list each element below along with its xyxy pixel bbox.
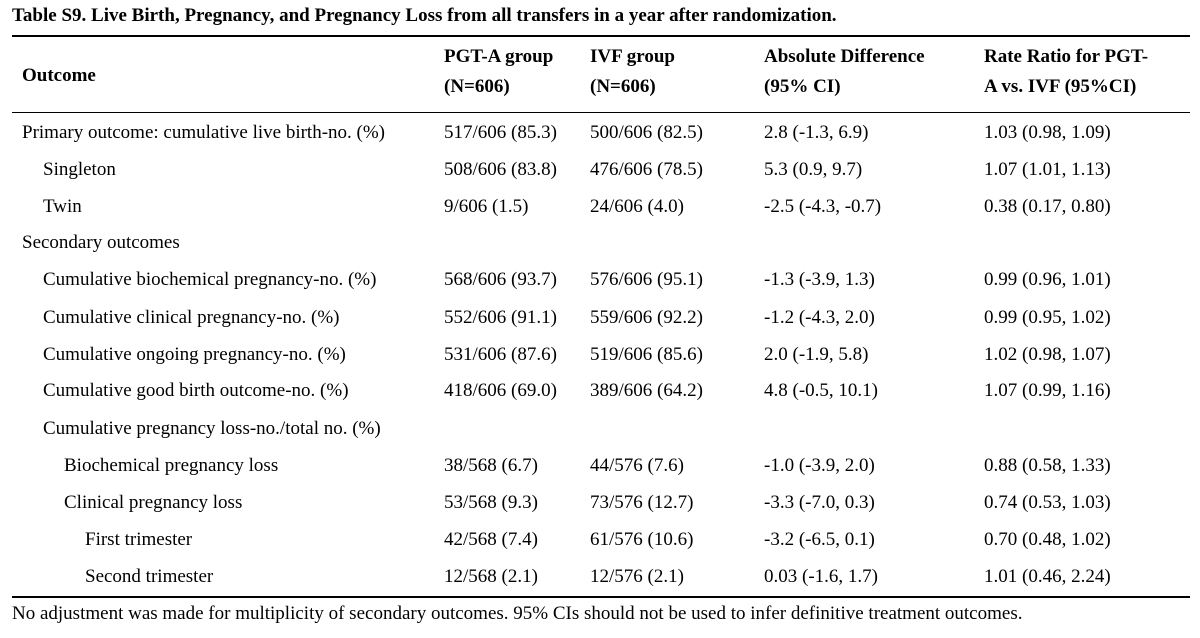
- cell-ivf: 24/606 (4.0): [590, 196, 684, 217]
- cell-ivf: 389/606 (64.2): [590, 380, 703, 401]
- table-row-section-header: Secondary outcomes: [0, 232, 1200, 268]
- cell-pgta: 517/606 (85.3): [444, 122, 557, 143]
- row-label: Cumulative ongoing pregnancy-no. (%): [43, 344, 346, 365]
- cell-ivf: 44/576 (7.6): [590, 455, 684, 476]
- row-label: Twin: [43, 196, 82, 217]
- cell-rate-ratio: 1.02 (0.98, 1.07): [984, 344, 1111, 365]
- cell-pgta: 508/606 (83.8): [444, 159, 557, 180]
- cell-pgta: 42/568 (7.4): [444, 529, 538, 550]
- header-pgta-line2: (N=606): [444, 76, 510, 97]
- cell-difference: 2.8 (-1.3, 6.9): [764, 122, 869, 143]
- cell-rate-ratio: 0.99 (0.95, 1.02): [984, 307, 1111, 328]
- table-row: Cumulative clinical pregnancy-no. (%) 55…: [0, 307, 1200, 343]
- table-row-subsection-header: Cumulative pregnancy loss-no./total no. …: [0, 418, 1200, 454]
- cell-ivf: 576/606 (95.1): [590, 269, 703, 290]
- cell-ivf: 559/606 (92.2): [590, 307, 703, 328]
- table-row: Cumulative biochemical pregnancy-no. (%)…: [0, 269, 1200, 305]
- row-label: Cumulative good birth outcome-no. (%): [43, 380, 349, 401]
- cell-pgta: 568/606 (93.7): [444, 269, 557, 290]
- table-row: Twin 9/606 (1.5) 24/606 (4.0) -2.5 (-4.3…: [0, 196, 1200, 232]
- cell-rate-ratio: 0.99 (0.96, 1.01): [984, 269, 1111, 290]
- cell-pgta: 531/606 (87.6): [444, 344, 557, 365]
- table-row: Cumulative good birth outcome-no. (%) 41…: [0, 380, 1200, 416]
- header-absolute-difference: Absolute Difference (95% CI): [764, 42, 925, 102]
- cell-difference: -2.5 (-4.3, -0.7): [764, 196, 882, 217]
- cell-difference: -1.0 (-3.9, 2.0): [764, 455, 875, 476]
- cell-difference: -1.2 (-4.3, 2.0): [764, 307, 875, 328]
- cell-pgta: 12/568 (2.1): [444, 566, 538, 587]
- cell-rate-ratio: 0.38 (0.17, 0.80): [984, 196, 1111, 217]
- cell-difference: -3.3 (-7.0, 0.3): [764, 492, 875, 513]
- row-label: Cumulative clinical pregnancy-no. (%): [43, 307, 340, 328]
- table-row: Second trimester 12/568 (2.1) 12/576 (2.…: [0, 566, 1200, 602]
- cell-rate-ratio: 0.70 (0.48, 1.02): [984, 529, 1111, 550]
- cell-pgta: 552/606 (91.1): [444, 307, 557, 328]
- header-rr-line2: A vs. IVF (95%CI): [984, 76, 1137, 97]
- cell-difference: 2.0 (-1.9, 5.8): [764, 344, 869, 365]
- header-pgta-group: PGT-A group (N=606): [444, 42, 553, 102]
- cell-pgta: 9/606 (1.5): [444, 196, 529, 217]
- table-bottom-rule: [12, 596, 1190, 598]
- row-label: Second trimester: [85, 566, 214, 587]
- cell-rate-ratio: 0.88 (0.58, 1.33): [984, 455, 1111, 476]
- cell-difference: -3.2 (-6.5, 0.1): [764, 529, 875, 550]
- cell-ivf: 476/606 (78.5): [590, 159, 703, 180]
- cell-rate-ratio: 0.74 (0.53, 1.03): [984, 492, 1111, 513]
- cell-difference: 5.3 (0.9, 9.7): [764, 159, 863, 180]
- table-title: Table S9. Live Birth, Pregnancy, and Pre…: [12, 5, 837, 26]
- row-label: Clinical pregnancy loss: [64, 492, 243, 513]
- header-pgta-line1: PGT-A group: [444, 46, 554, 67]
- header-rate-ratio: Rate Ratio for PGT- A vs. IVF (95%CI): [984, 42, 1148, 102]
- cell-pgta: 53/568 (9.3): [444, 492, 538, 513]
- table-header-rule: [12, 112, 1190, 113]
- row-label: Cumulative pregnancy loss-no./total no. …: [43, 418, 381, 439]
- row-label: Cumulative biochemical pregnancy-no. (%): [43, 269, 377, 290]
- header-diff-line1: Absolute Difference: [764, 46, 925, 67]
- header-ivf-line2: (N=606): [590, 76, 656, 97]
- cell-difference: 4.8 (-0.5, 10.1): [764, 380, 878, 401]
- table-row: Clinical pregnancy loss 53/568 (9.3) 73/…: [0, 492, 1200, 528]
- cell-rate-ratio: 1.01 (0.46, 2.24): [984, 566, 1111, 587]
- cell-rate-ratio: 1.07 (0.99, 1.16): [984, 380, 1111, 401]
- row-label: Secondary outcomes: [22, 232, 180, 253]
- cell-ivf: 500/606 (82.5): [590, 122, 703, 143]
- cell-rate-ratio: 1.07 (1.01, 1.13): [984, 159, 1111, 180]
- row-label: Primary outcome: cumulative live birth-n…: [22, 122, 386, 143]
- table-row: First trimester 42/568 (7.4) 61/576 (10.…: [0, 529, 1200, 565]
- cell-rate-ratio: 1.03 (0.98, 1.09): [984, 122, 1111, 143]
- table-row: Biochemical pregnancy loss 38/568 (6.7) …: [0, 455, 1200, 491]
- row-label: First trimester: [85, 529, 193, 550]
- cell-difference: -1.3 (-3.9, 1.3): [764, 269, 875, 290]
- header-diff-line2: (95% CI): [764, 76, 841, 97]
- row-label: Biochemical pregnancy loss: [64, 455, 279, 476]
- cell-ivf: 73/576 (12.7): [590, 492, 694, 513]
- row-label: Singleton: [43, 159, 116, 180]
- table-top-rule: [12, 35, 1190, 37]
- cell-ivf: 12/576 (2.1): [590, 566, 684, 587]
- header-ivf-group: IVF group (N=606): [590, 42, 675, 102]
- cell-pgta: 418/606 (69.0): [444, 380, 557, 401]
- cell-ivf: 519/606 (85.6): [590, 344, 703, 365]
- header-ivf-line1: IVF group: [590, 46, 675, 67]
- cell-pgta: 38/568 (6.7): [444, 455, 538, 476]
- table-row: Singleton 508/606 (83.8) 476/606 (78.5) …: [0, 159, 1200, 195]
- header-rr-line1: Rate Ratio for PGT-: [984, 46, 1149, 67]
- table-row: Cumulative ongoing pregnancy-no. (%) 531…: [0, 344, 1200, 380]
- table-row: Primary outcome: cumulative live birth-n…: [0, 122, 1200, 158]
- cell-ivf: 61/576 (10.6): [590, 529, 694, 550]
- cell-difference: 0.03 (-1.6, 1.7): [764, 566, 878, 587]
- header-outcome: Outcome: [22, 65, 96, 86]
- table-footnote: No adjustment was made for multiplicity …: [12, 603, 1023, 624]
